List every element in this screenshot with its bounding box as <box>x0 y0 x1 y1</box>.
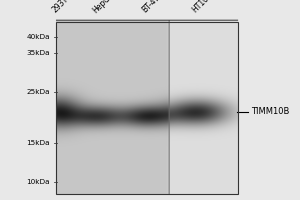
Bar <box>56 22 238 194</box>
Text: 25kDa: 25kDa <box>26 89 50 95</box>
Text: HepG2: HepG2 <box>91 0 116 15</box>
Text: 40kDa: 40kDa <box>26 34 50 40</box>
Text: HT1080: HT1080 <box>191 0 218 15</box>
Text: 15kDa: 15kDa <box>26 140 50 146</box>
Text: BT-474: BT-474 <box>141 0 166 15</box>
Text: TIMM10B: TIMM10B <box>251 107 290 116</box>
Text: 293T: 293T <box>51 0 71 15</box>
Text: 10kDa: 10kDa <box>26 179 50 185</box>
Text: 35kDa: 35kDa <box>26 50 50 56</box>
